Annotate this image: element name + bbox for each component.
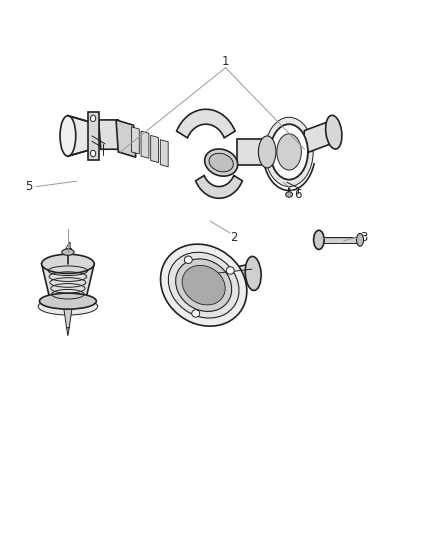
Ellipse shape [205, 149, 238, 176]
Polygon shape [88, 112, 99, 160]
Text: 2: 2 [230, 231, 238, 244]
Text: 6: 6 [294, 188, 302, 201]
Ellipse shape [168, 252, 239, 318]
Polygon shape [116, 120, 136, 157]
Ellipse shape [42, 254, 94, 273]
Ellipse shape [160, 244, 247, 326]
Polygon shape [131, 127, 139, 154]
Polygon shape [196, 175, 242, 198]
Ellipse shape [176, 259, 232, 311]
Polygon shape [42, 264, 94, 301]
Ellipse shape [245, 256, 261, 290]
Polygon shape [319, 237, 359, 243]
Ellipse shape [325, 115, 342, 149]
Text: 5: 5 [25, 180, 32, 193]
Ellipse shape [192, 310, 200, 317]
Ellipse shape [314, 230, 324, 249]
Polygon shape [141, 131, 149, 158]
Polygon shape [302, 120, 333, 155]
Polygon shape [151, 135, 159, 163]
Ellipse shape [286, 192, 293, 197]
Ellipse shape [209, 154, 233, 172]
Text: 4: 4 [64, 241, 72, 254]
Ellipse shape [184, 256, 192, 263]
Ellipse shape [357, 233, 364, 246]
Ellipse shape [62, 249, 74, 255]
Polygon shape [160, 140, 168, 167]
Polygon shape [237, 139, 272, 165]
Ellipse shape [182, 265, 225, 305]
Ellipse shape [226, 266, 234, 274]
Ellipse shape [270, 124, 308, 180]
Ellipse shape [90, 150, 95, 157]
Polygon shape [210, 264, 252, 290]
Polygon shape [68, 116, 92, 156]
Ellipse shape [90, 115, 95, 122]
Ellipse shape [39, 293, 96, 309]
Text: 3: 3 [360, 231, 367, 244]
Polygon shape [99, 120, 120, 149]
Text: 1: 1 [222, 55, 230, 68]
Polygon shape [67, 328, 69, 336]
Ellipse shape [258, 136, 276, 168]
Ellipse shape [60, 116, 76, 156]
Polygon shape [177, 109, 235, 138]
Ellipse shape [277, 134, 301, 170]
Ellipse shape [265, 117, 313, 187]
Ellipse shape [38, 298, 98, 315]
Polygon shape [64, 306, 72, 328]
